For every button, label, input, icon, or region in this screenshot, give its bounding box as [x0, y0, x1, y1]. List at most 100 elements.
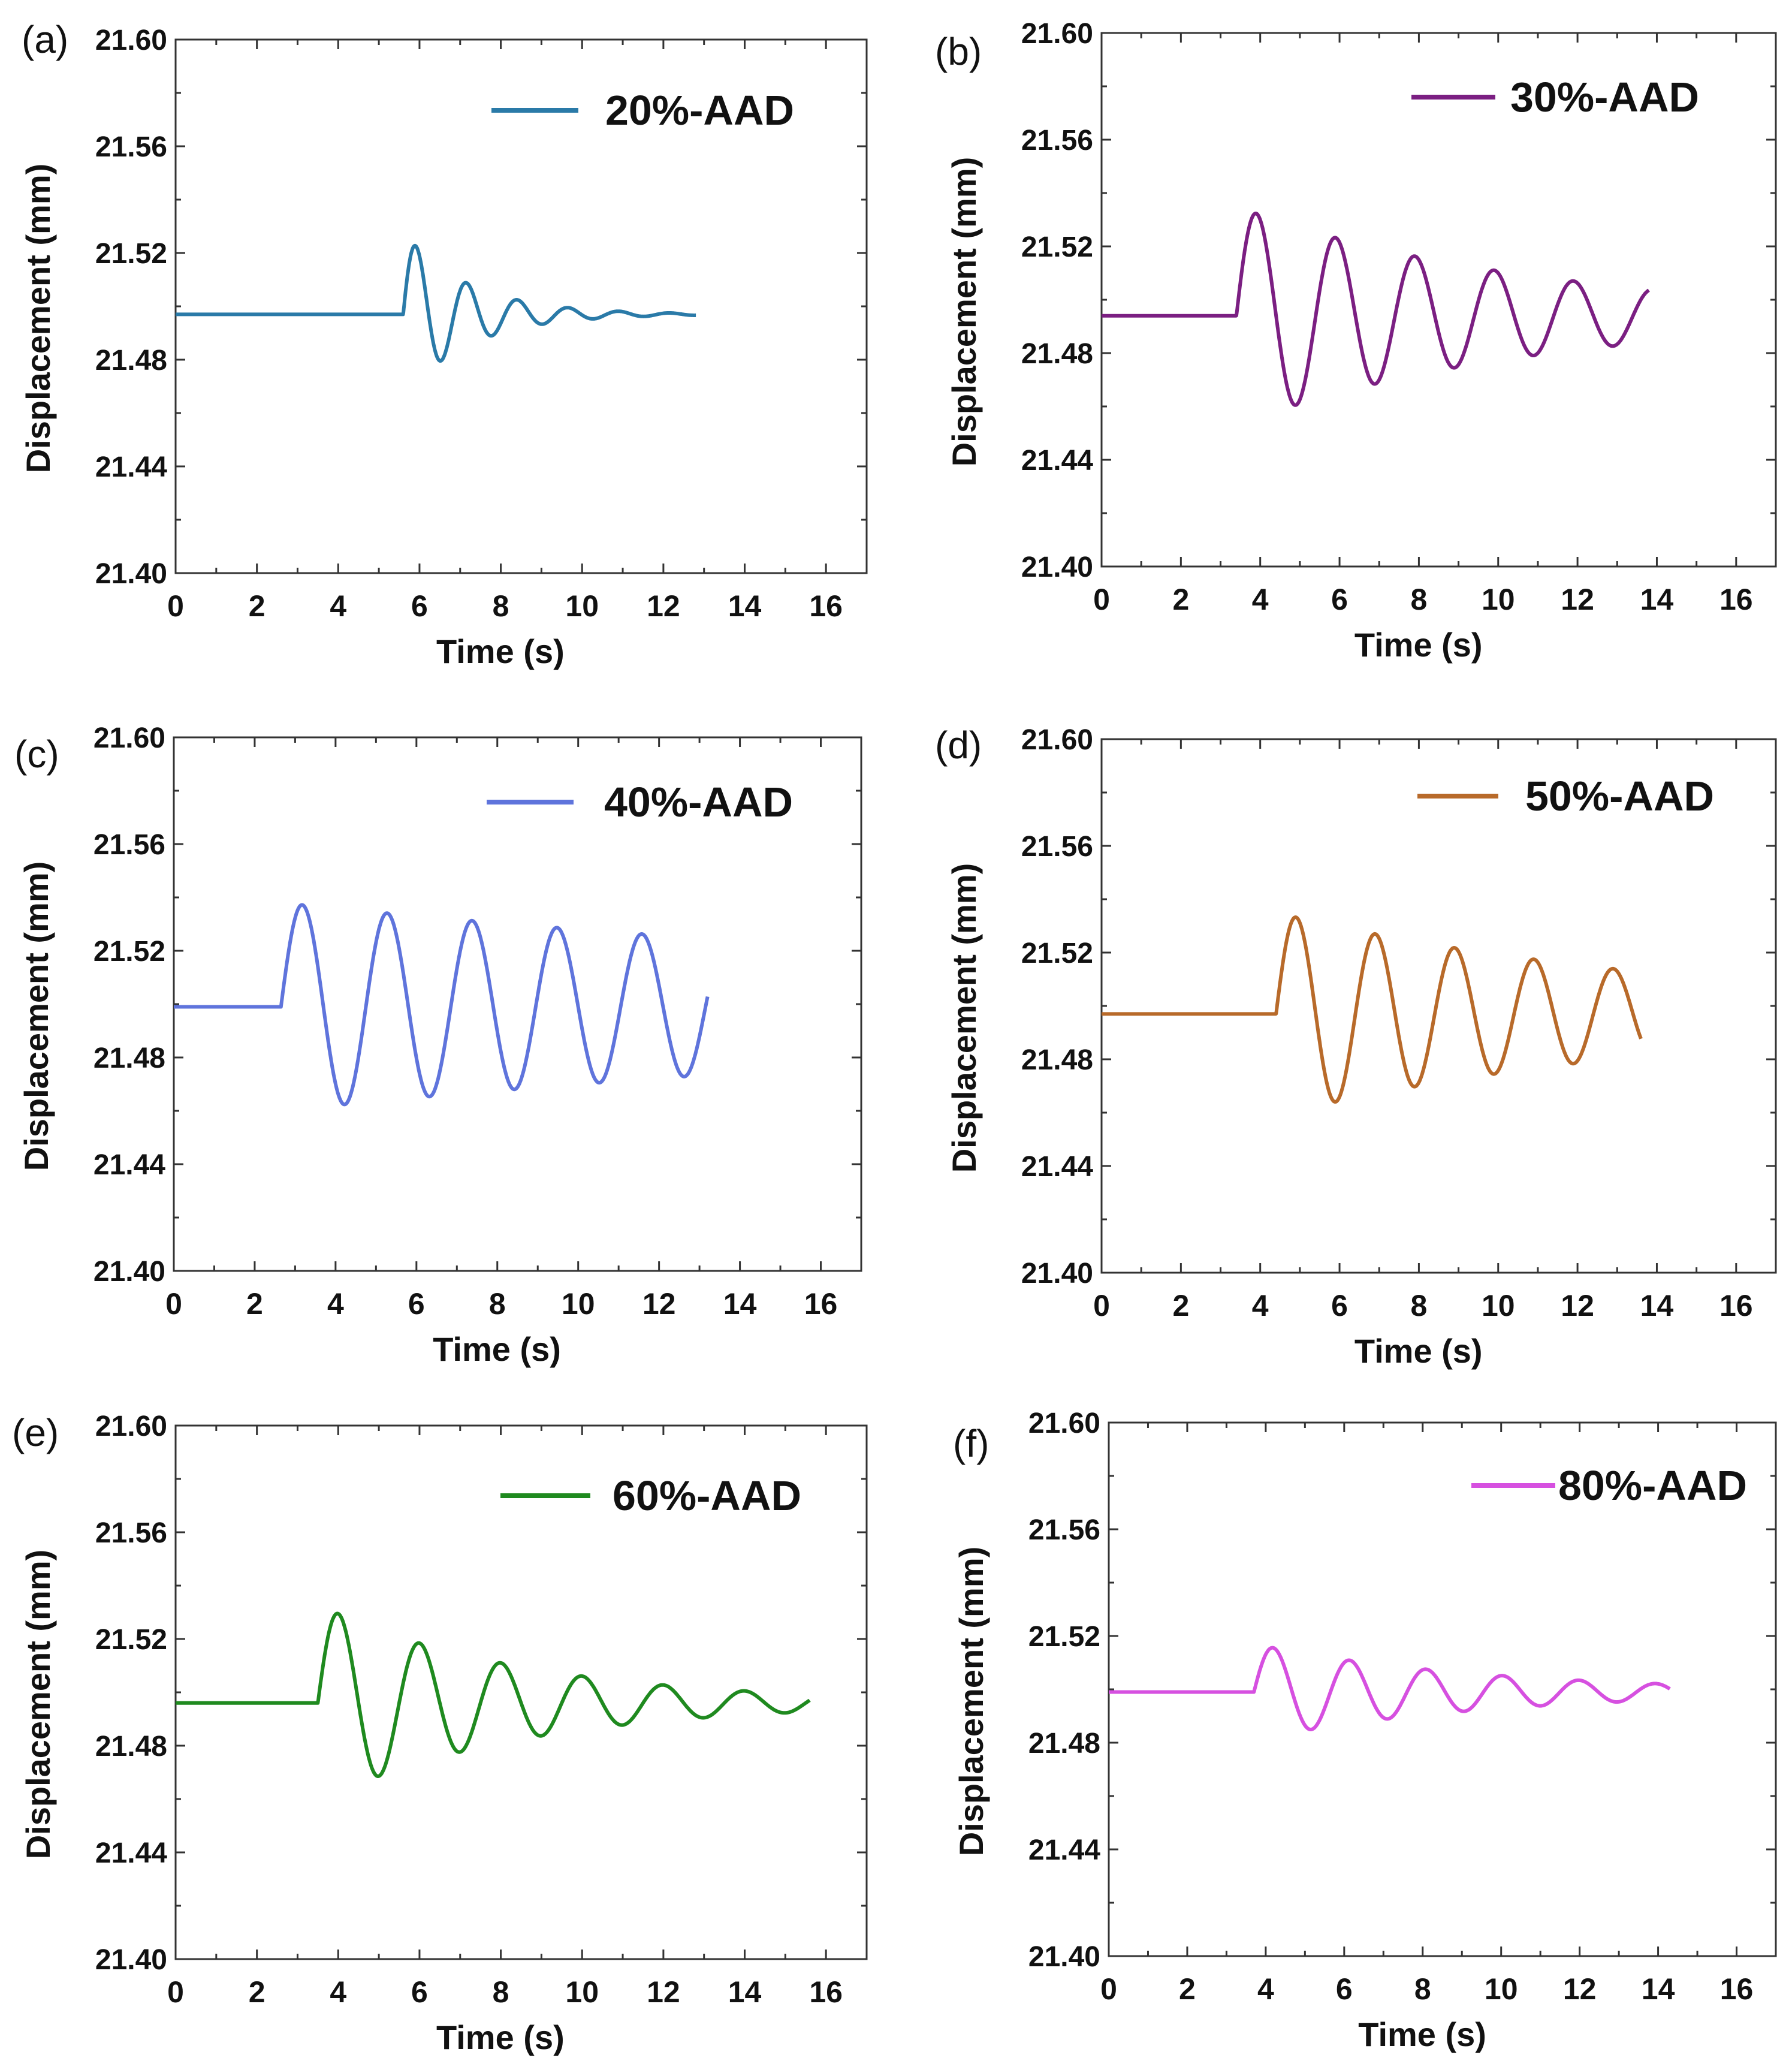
y-tick-label: 21.56	[95, 1517, 167, 1549]
x-tick-label: 4	[1257, 1972, 1274, 2006]
panel-label: (e)	[12, 1411, 59, 1454]
series-line	[172, 903, 710, 1107]
y-tick-label: 21.40	[95, 558, 167, 590]
y-tick-label: 21.60	[93, 722, 165, 754]
x-tick-label: 0	[1100, 1972, 1117, 2006]
y-axis-title: Displacement (mm)	[17, 861, 55, 1171]
panel-label: (b)	[935, 30, 982, 73]
x-tick-label: 10	[1485, 1972, 1518, 2006]
y-tick-label: 21.44	[95, 451, 167, 483]
series-line	[1107, 1646, 1672, 1731]
y-axis-title: Displacement (mm)	[945, 157, 983, 467]
y-tick-label: 21.60	[1021, 724, 1093, 756]
x-tick-label: 2	[249, 1975, 266, 2009]
x-tick-label: 8	[489, 1287, 506, 1321]
x-tick-label: 14	[728, 1975, 762, 2009]
series-line	[174, 243, 698, 363]
x-tick-label: 0	[165, 1287, 182, 1321]
y-tick-label: 21.44	[1021, 445, 1093, 477]
series-line	[1100, 915, 1643, 1104]
x-tick-label: 8	[1414, 1972, 1431, 2006]
panel-label: (c)	[14, 733, 59, 776]
y-tick-label: 21.40	[1028, 1941, 1100, 1973]
x-axis-title: Time (s)	[1354, 626, 1483, 664]
x-tick-label: 0	[1093, 1289, 1110, 1322]
legend-label: 80%-AAD	[1558, 1462, 1747, 1509]
x-tick-label: 16	[809, 589, 843, 623]
y-tick-label: 21.40	[95, 1944, 167, 1976]
x-tick-label: 0	[1093, 583, 1110, 616]
y-tick-label: 21.52	[1021, 231, 1093, 263]
y-tick-label: 21.40	[1021, 552, 1093, 583]
y-tick-label: 21.40	[1021, 1258, 1093, 1289]
y-tick-label: 21.48	[1021, 1044, 1093, 1076]
x-tick-label: 4	[1252, 1289, 1269, 1322]
x-tick-label: 16	[809, 1975, 843, 2009]
x-tick-label: 16	[1719, 583, 1753, 616]
x-tick-label: 6	[1336, 1972, 1353, 2006]
x-tick-label: 2	[246, 1287, 263, 1321]
series-line	[174, 1611, 811, 1778]
x-tick-label: 12	[647, 1975, 680, 2009]
y-tick-label: 21.48	[1021, 338, 1093, 370]
y-tick-label: 21.56	[95, 131, 167, 163]
y-tick-label: 21.48	[93, 1042, 165, 1074]
x-tick-label: 14	[1640, 583, 1674, 616]
legend-label: 30%-AAD	[1510, 74, 1699, 120]
x-tick-label: 0	[167, 1975, 184, 2009]
x-tick-label: 6	[411, 589, 428, 623]
y-tick-label: 21.52	[1028, 1621, 1100, 1653]
y-tick-label: 21.56	[1028, 1514, 1100, 1546]
x-tick-label: 12	[1561, 1289, 1594, 1322]
x-axis-title: Time (s)	[436, 2018, 565, 2056]
y-tick-label: 21.60	[95, 25, 167, 56]
chart-panel-5: 0 2 4 6 8 10 12 14 16 21.40 21.44 21.48 21.52 21.56 21…	[12, 1411, 868, 2056]
x-tick-label: 12	[647, 589, 680, 623]
y-tick-label: 21.52	[1021, 938, 1093, 969]
y-tick-label: 21.44	[93, 1149, 165, 1181]
x-tick-label: 10	[1482, 1289, 1515, 1322]
x-tick-label: 4	[327, 1287, 344, 1321]
x-axis-title: Time (s)	[433, 1330, 561, 1368]
y-tick-label: 21.52	[93, 936, 165, 968]
x-tick-label: 8	[1411, 583, 1428, 616]
y-tick-label: 21.44	[1021, 1151, 1093, 1183]
chart-panel-4: 0 2 4 6 8 10 12 14 16 21.40 21.44 21.48 21.52 21.56 21…	[935, 724, 1777, 1370]
x-tick-label: 12	[1563, 1972, 1597, 2006]
x-tick-label: 2	[1172, 1289, 1189, 1322]
x-tick-label: 4	[330, 589, 346, 623]
panel-label: (a)	[22, 18, 68, 61]
x-tick-label: 2	[249, 589, 266, 623]
x-tick-label: 10	[562, 1287, 595, 1321]
y-axis-title: Displacement (mm)	[19, 164, 57, 474]
chart-panel-6: 0 2 4 6 8 10 12 14 16 21.40 21.44 21.48 21.52 21.56 21…	[952, 1408, 1777, 2053]
chart-panel-1: 0 2 4 6 8 10 12 14 16 21.40 21.44 21.48 21.52 21.56 21…	[19, 18, 868, 670]
y-tick-label: 21.56	[93, 829, 165, 861]
x-tick-label: 12	[642, 1287, 676, 1321]
y-tick-label: 21.40	[93, 1256, 165, 1288]
x-tick-label: 10	[565, 1975, 599, 2009]
x-tick-label: 8	[1411, 1289, 1428, 1322]
x-tick-label: 8	[493, 1975, 509, 2009]
y-tick-label: 21.52	[95, 238, 167, 270]
y-axis-title: Displacement (mm)	[952, 1547, 990, 1857]
x-tick-label: 14	[728, 589, 762, 623]
y-axis-title: Displacement (mm)	[19, 1550, 57, 1860]
legend-label: 60%-AAD	[613, 1472, 801, 1519]
x-tick-label: 14	[1640, 1289, 1674, 1322]
x-tick-label: 0	[167, 589, 184, 623]
x-tick-label: 10	[565, 589, 599, 623]
x-tick-label: 14	[723, 1287, 757, 1321]
y-tick-label: 21.56	[1021, 125, 1093, 156]
x-tick-label: 16	[1719, 1289, 1753, 1322]
x-tick-label: 6	[1331, 1289, 1348, 1322]
x-axis-title: Time (s)	[1354, 1332, 1483, 1370]
panel-label: (d)	[935, 724, 982, 767]
x-tick-label: 2	[1172, 583, 1189, 616]
x-tick-label: 16	[1720, 1972, 1754, 2006]
x-tick-label: 14	[1642, 1972, 1675, 2006]
y-tick-label: 21.60	[1021, 18, 1093, 50]
chart-panel-3: 0 2 4 6 8 10 12 14 16 21.40 21.44 21.48 21.52 21.56 21…	[14, 722, 862, 1368]
x-tick-label: 12	[1561, 583, 1594, 616]
legend-label: 40%-AAD	[604, 779, 793, 825]
